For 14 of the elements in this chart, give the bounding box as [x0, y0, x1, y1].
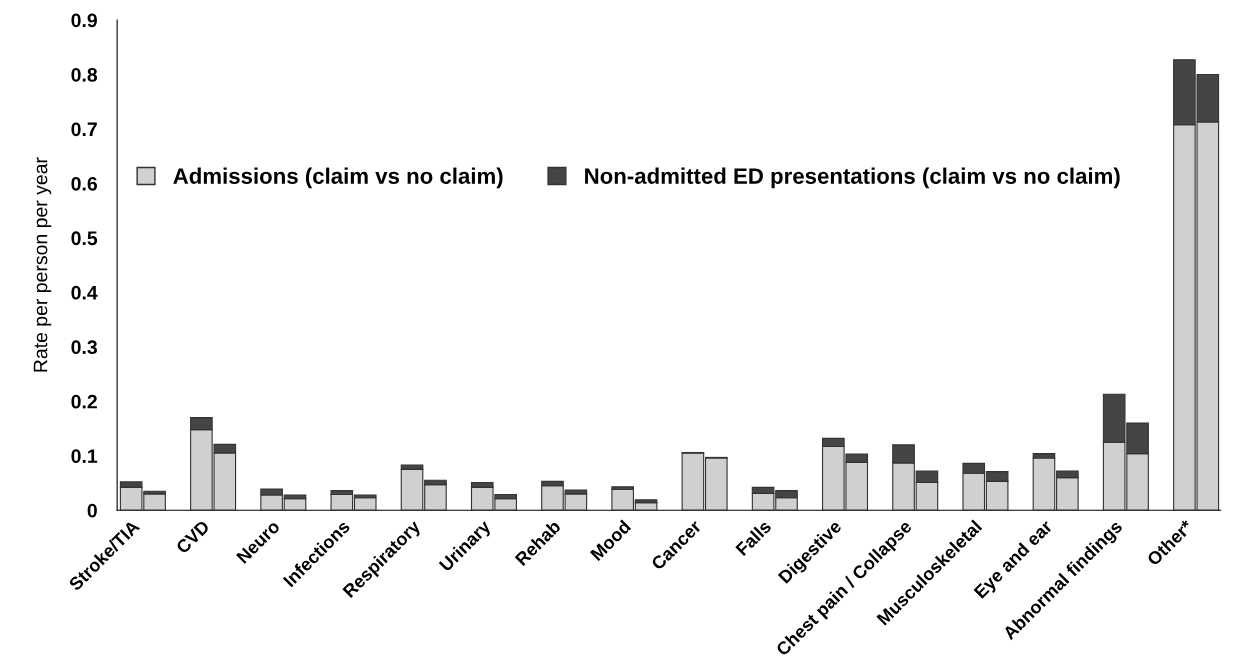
- y-axis-title: Rate per person per year: [33, 157, 52, 372]
- y-tick-label: 0.4: [71, 285, 98, 300]
- y-tick-label: 0.2: [71, 394, 97, 409]
- x-tick-label: CVD: [175, 519, 211, 555]
- legend-label: Non-admitted ED presentations (claim vs no claim): [585, 167, 1120, 189]
- legend-label: Admissions (claim vs no claim): [173, 167, 503, 189]
- y-tick-label: 0.3: [71, 340, 97, 355]
- y-tick-label: 0.1: [71, 449, 98, 464]
- y-tick-label: 0.7: [71, 122, 97, 137]
- y-tick-label: 0.6: [71, 176, 97, 191]
- y-tick-label: 0.8: [71, 67, 98, 82]
- y-tick-label: 0.5: [71, 231, 98, 246]
- y-tick-label: 0: [87, 503, 97, 518]
- y-tick-label: 0.9: [71, 13, 97, 28]
